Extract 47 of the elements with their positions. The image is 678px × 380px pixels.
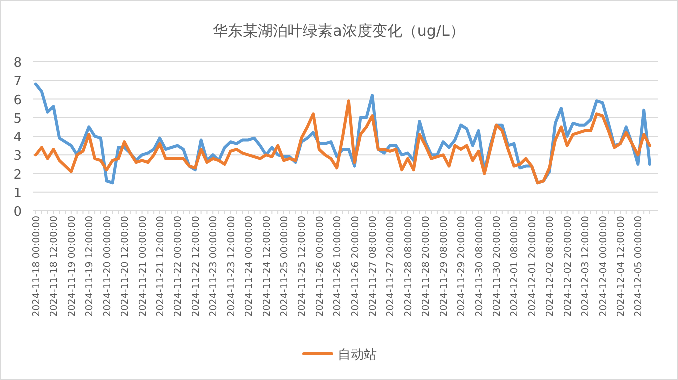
- x-tick-label: 2024-11-23 00:00:00: [208, 216, 220, 317]
- chart-title: 华东某湖泊叶绿素a浓度变化（ug/L）: [213, 22, 465, 40]
- x-tick-label: 2024-11-25 12:00:00: [297, 216, 308, 317]
- x-tick-label: 2024-11-29 08:00:00: [438, 216, 450, 317]
- x-tick-label: 2024-12-02 08:00:00: [545, 216, 556, 317]
- x-tick-label: 2024-11-22 00:00:00: [173, 216, 184, 317]
- x-tick-label: 2024-11-28 20:00:00: [421, 216, 432, 317]
- x-tick-label: 2024-11-21 00:00:00: [138, 216, 149, 317]
- x-tick-label: 2024-12-04 12:00:00: [616, 216, 627, 317]
- x-tick-label: 2024-11-19 00:00:00: [66, 216, 78, 317]
- x-tick-label: 2024-12-01 20:00:00: [527, 216, 538, 317]
- x-tick-label: 2024-11-27 08:00:00: [368, 216, 380, 317]
- x-tick-label: 2024-12-03 12:00:00: [580, 216, 592, 317]
- x-tick-label: 2024-11-24 12:00:00: [262, 216, 273, 317]
- y-tick-label: 2: [14, 168, 22, 183]
- x-tick-label: 2024-11-18 12:00:00: [49, 216, 60, 317]
- x-tick-label: 2024-11-26 20:00:00: [350, 216, 362, 317]
- x-tick-label: 2024-11-20 00:00:00: [102, 216, 114, 317]
- x-tick-label: 2024-11-26 10:00:00: [332, 216, 344, 317]
- x-tick-label: 2024-11-28 08:00:00: [403, 216, 414, 317]
- x-tick-label: 2024-11-24 00:00:00: [244, 216, 256, 317]
- x-tick-label: 2024-11-29 20:00:00: [456, 216, 468, 317]
- x-tick-label: 2024-11-19 12:00:00: [84, 216, 96, 317]
- x-tick-label: 2024-12-05 00:00:00: [634, 216, 645, 317]
- x-tick-label: 2024-11-23 12:00:00: [226, 216, 238, 317]
- x-tick-label: 2024-12-01 08:00:00: [510, 216, 521, 317]
- x-tick-label: 2024-11-30 20:00:00: [492, 216, 503, 317]
- y-tick-label: 7: [14, 74, 22, 90]
- x-tick-label: 2024-11-21 12:00:00: [155, 216, 166, 317]
- y-tick-label: 5: [14, 112, 22, 127]
- legend-label: 自动站: [338, 348, 377, 363]
- y-tick-label: 4: [14, 130, 22, 146]
- line-series: [34, 100, 652, 185]
- x-tick-label: 2024-11-25 00:00:00: [279, 216, 290, 317]
- y-tick-label: 3: [14, 149, 22, 164]
- x-tick-label: 2024-11-22 12:00:00: [190, 216, 202, 317]
- y-tick-label: 1: [14, 186, 22, 202]
- x-tick-label: 2024-11-26 00:00:00: [314, 216, 326, 317]
- x-tick-label: 2024-12-02 20:00:00: [562, 216, 574, 317]
- x-tick-label: 2024-11-27 20:00:00: [386, 216, 397, 317]
- x-tick-label: 2024-11-30 08:00:00: [474, 216, 486, 317]
- y-tick-label: 0: [14, 205, 22, 220]
- y-tick-label: 6: [14, 93, 22, 108]
- x-tick-label: 2024-12-04 00:00:00: [598, 216, 610, 317]
- x-tick-label: 2024-11-20 12:00:00: [120, 216, 132, 317]
- y-tick-label: 8: [14, 56, 22, 71]
- x-tick-label: 2024-11-18 00:00:00: [32, 216, 42, 317]
